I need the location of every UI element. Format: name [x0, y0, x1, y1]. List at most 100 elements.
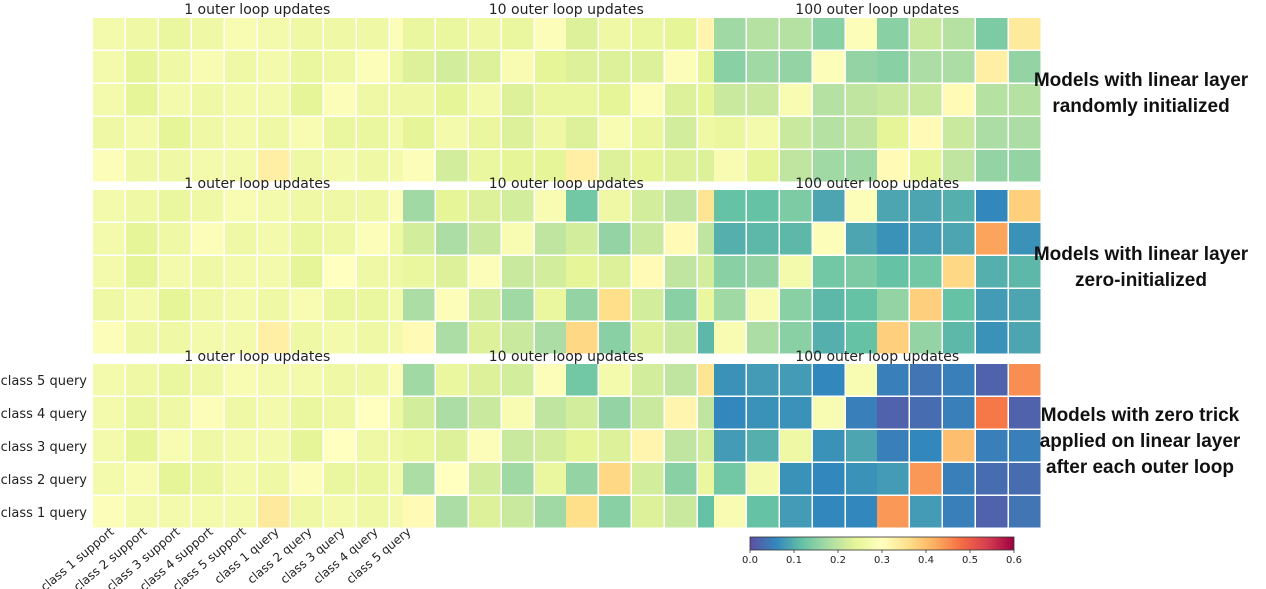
heatmap-cell	[357, 84, 389, 116]
heatmap-cell	[943, 289, 975, 321]
heatmap-cell	[93, 117, 125, 149]
heatmap-cell	[357, 289, 389, 321]
heatmap-cell	[291, 150, 323, 182]
heatmap-cell	[469, 430, 501, 462]
heatmap-cell	[714, 430, 746, 462]
y-tick-label: class 5 query	[1, 374, 88, 389]
heatmap-cell	[632, 84, 664, 116]
y-tick-label: class 2 query	[1, 473, 88, 488]
heatmap-cell	[403, 190, 435, 222]
heatmap-cell	[225, 223, 257, 255]
heatmap-cell	[502, 190, 534, 222]
heatmap-cell	[225, 190, 257, 222]
heatmap-cell	[714, 322, 746, 354]
heatmap-cell	[566, 117, 598, 149]
heatmap-cell	[846, 190, 878, 222]
heatmap-cell	[192, 223, 224, 255]
heatmap-cell	[665, 117, 697, 149]
heatmap-cell	[910, 84, 942, 116]
heatmap-cell	[225, 430, 257, 462]
heatmap-cell	[159, 18, 191, 50]
panel-title: 1 outer loop updates	[184, 2, 330, 18]
heatmap-cell	[665, 289, 697, 321]
heatmap-cell	[910, 463, 942, 495]
heatmap-cell	[469, 364, 501, 396]
heatmap-cell	[846, 18, 878, 50]
heatmap-cell	[403, 18, 435, 50]
heatmap-cell	[813, 430, 845, 462]
heatmap-cell	[403, 117, 435, 149]
heatmap-cell	[910, 117, 942, 149]
heatmap-cell	[258, 18, 290, 50]
heatmap-cell	[943, 84, 975, 116]
heatmap-cell	[357, 150, 389, 182]
heatmap-cell	[910, 223, 942, 255]
heatmap-cell	[291, 430, 323, 462]
colorbar-tick-label: 0.4	[918, 555, 934, 566]
heatmap-cell	[126, 84, 158, 116]
heatmap-cell	[566, 430, 598, 462]
heatmap-cell	[93, 84, 125, 116]
heatmap-cell	[747, 18, 779, 50]
heatmap-cell	[599, 223, 631, 255]
heatmap-cell	[357, 397, 389, 429]
heatmap-cell	[192, 150, 224, 182]
heatmap-cell	[910, 51, 942, 83]
heatmap-cell	[291, 397, 323, 429]
heatmap-cell	[225, 289, 257, 321]
heatmap-cell	[225, 322, 257, 354]
heatmap-cell	[976, 364, 1008, 396]
heatmap-cell	[910, 289, 942, 321]
heatmap-cell	[632, 289, 664, 321]
heatmap-cell	[126, 463, 158, 495]
heatmap-cell	[436, 256, 468, 288]
heatmap-cell	[192, 463, 224, 495]
heatmap-cell	[1009, 463, 1041, 495]
heatmap-cell	[502, 397, 534, 429]
heatmap-cell	[566, 223, 598, 255]
heatmap-cell	[192, 496, 224, 528]
heatmap-cell	[535, 430, 567, 462]
heatmap-cell	[846, 397, 878, 429]
heatmap-cell	[225, 397, 257, 429]
heatmap-cell	[225, 84, 257, 116]
row-label-zero-trick: Models with zero trick applied on linear…	[1039, 405, 1241, 478]
row-label-random-init: Models with linear layer randomly initia…	[1033, 70, 1249, 117]
heatmap-cell	[535, 289, 567, 321]
heatmap-cell	[846, 51, 878, 83]
heatmap-cell	[357, 190, 389, 222]
heatmap-cell	[469, 463, 501, 495]
heatmap-cell	[632, 463, 664, 495]
heatmap-cell	[403, 289, 435, 321]
heatmap-cell	[976, 496, 1008, 528]
heatmap-cell	[976, 117, 1008, 149]
heatmap-cell	[910, 150, 942, 182]
query-heatmap	[258, 190, 422, 354]
heatmap-cell	[747, 223, 779, 255]
heatmap-cell	[780, 256, 812, 288]
heatmap-cell	[225, 364, 257, 396]
support-heatmap	[403, 190, 567, 354]
heatmap-cell	[1009, 430, 1041, 462]
heatmap-cell	[469, 496, 501, 528]
heatmap-cell	[714, 256, 746, 288]
heatmap-cell	[943, 51, 975, 83]
heatmap-cell	[502, 289, 534, 321]
heatmap-cell	[1009, 150, 1041, 182]
heatmap-cell	[324, 51, 356, 83]
heatmap-cell	[665, 463, 697, 495]
heatmap-cell	[258, 463, 290, 495]
heatmap-cell	[846, 430, 878, 462]
heatmap-cell	[291, 256, 323, 288]
panel-title: 10 outer loop updates	[489, 176, 644, 192]
heatmap-cell	[599, 322, 631, 354]
heatmap-cell	[93, 150, 125, 182]
heatmap-cell	[469, 51, 501, 83]
query-heatmap	[566, 190, 730, 354]
heatmap-cell	[126, 256, 158, 288]
heatmap-cell	[943, 18, 975, 50]
heatmap-cell	[324, 117, 356, 149]
row-label-zero-init: Models with linear layer zero-initialize…	[1033, 244, 1249, 291]
heatmap-cell	[976, 18, 1008, 50]
heatmap-cell	[324, 150, 356, 182]
